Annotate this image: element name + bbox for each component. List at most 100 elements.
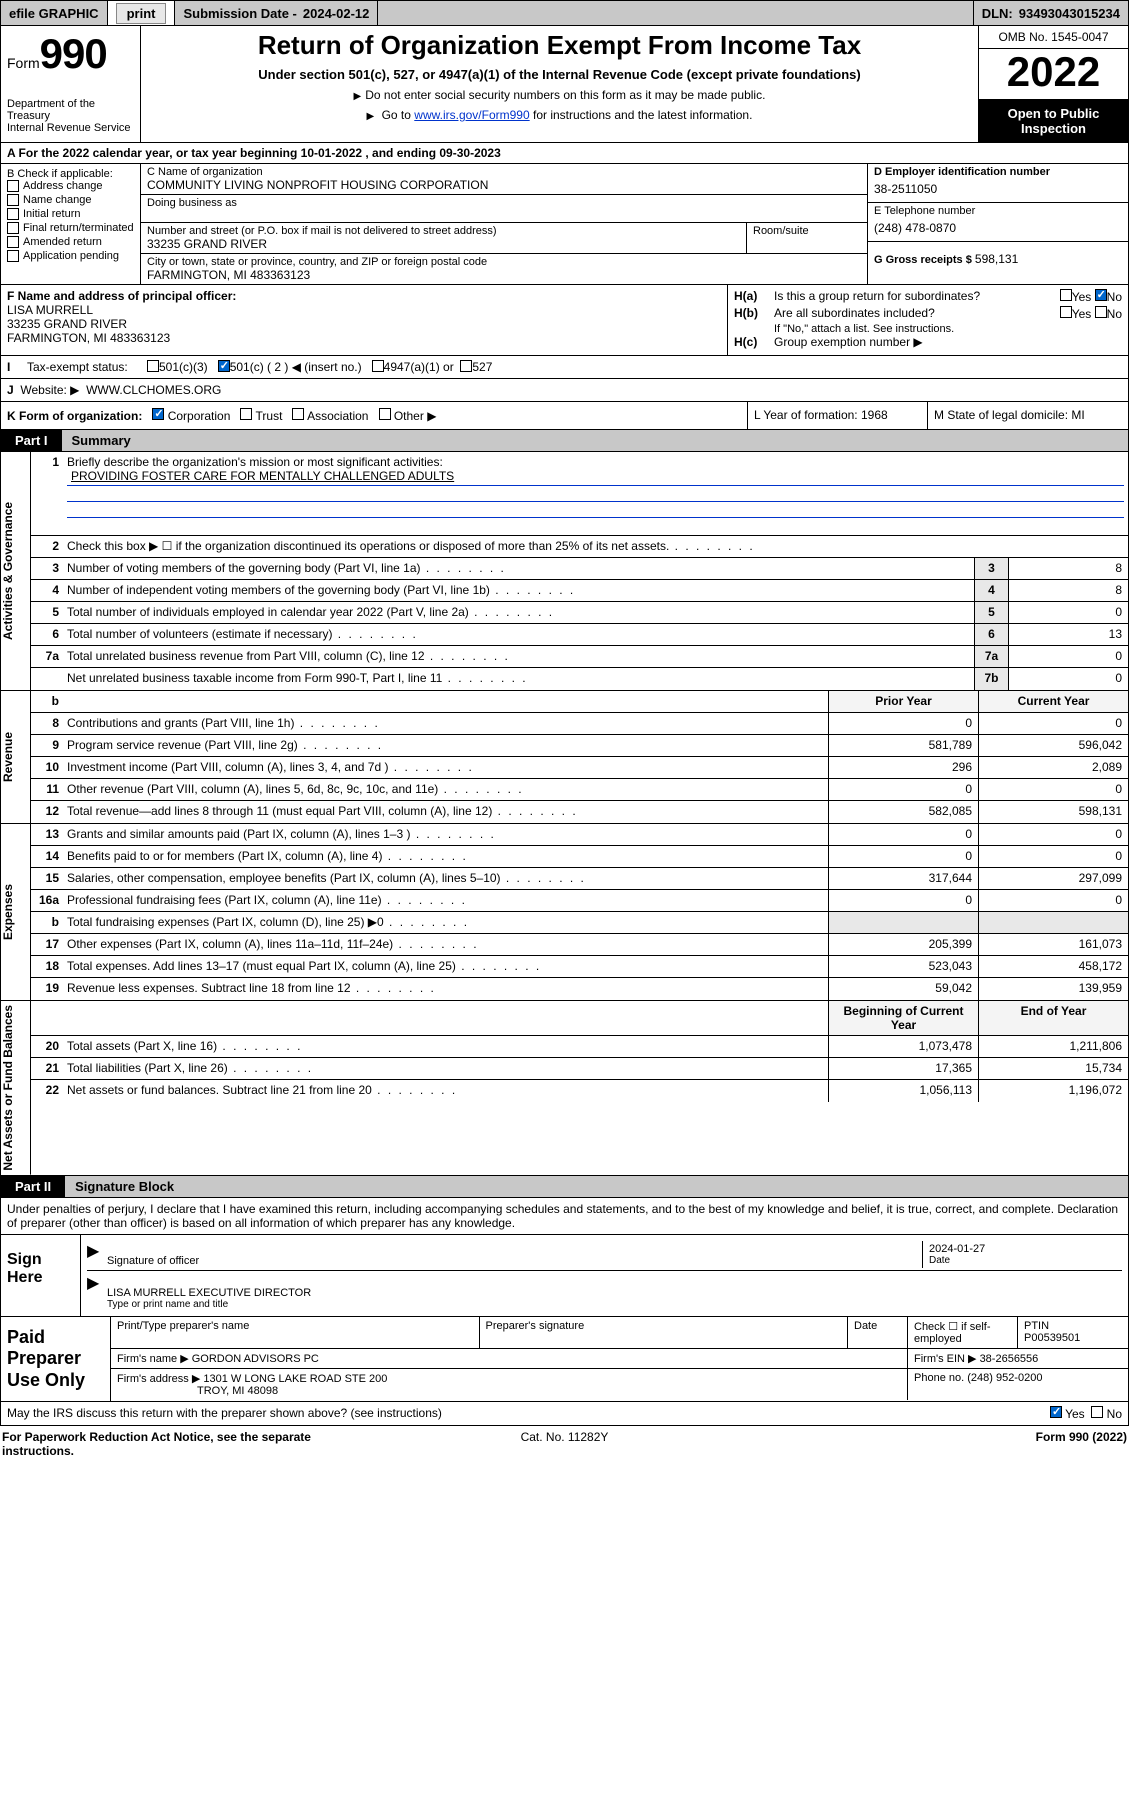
data-row: 18Total expenses. Add lines 13–17 (must … [31,956,1128,978]
firm-phone: (248) 952-0200 [967,1372,1042,1384]
data-row: 10Investment income (Part VIII, column (… [31,757,1128,779]
header-right: OMB No. 1545-0047 2022 Open to Public In… [978,26,1128,142]
gov-value: 0 [1008,668,1128,690]
expenses-block: Expenses 13Grants and similar amounts pa… [0,824,1129,1001]
chk-501c3[interactable] [147,360,159,372]
efile-label: efile GRAPHIC [1,1,108,25]
dba-label: Doing business as [147,197,861,209]
chk-name-change[interactable] [7,194,19,206]
chk-other[interactable] [379,408,391,420]
principal-officer: F Name and address of principal officer:… [1,285,728,355]
print-cell: print [108,1,176,25]
mayirs-no[interactable] [1091,1406,1103,1418]
ein: 38-2511050 [874,178,1122,200]
data-row: 20Total assets (Part X, line 16)1,073,47… [31,1036,1128,1058]
org-name-label: C Name of organization [147,166,861,178]
chk-address-change[interactable] [7,180,19,192]
perjury-statement: Under penalties of perjury, I declare th… [0,1198,1129,1235]
ein-label: D Employer identification number [874,166,1122,178]
hb-yes[interactable] [1060,306,1072,318]
prior-year: 0 [828,824,978,845]
info-grid: B Check if applicable: Address change Na… [0,164,1129,285]
gov-value: 0 [1008,602,1128,623]
current-year: 598,131 [978,801,1128,823]
page-footer: For Paperwork Reduction Act Notice, see … [0,1426,1129,1462]
chk-application-pending[interactable] [7,250,19,262]
room-label: Room/suite [747,223,867,253]
chk-trust[interactable] [240,408,252,420]
signature-officer: Signature of officer [107,1241,922,1268]
row-klm: K Form of organization: Corporation Trus… [0,402,1129,430]
tax-year: 2022 [979,49,1128,100]
gov-row: 2Check this box ▶ ☐ if the organization … [31,536,1128,558]
governance-block: Activities & Governance 1 Briefly descri… [0,452,1129,691]
data-row: 22Net assets or fund balances. Subtract … [31,1080,1128,1102]
omb-number: OMB No. 1545-0047 [979,26,1128,49]
group-return: H(a) Is this a group return for subordin… [728,285,1128,355]
spacer [378,1,973,25]
city-label: City or town, state or province, country… [147,256,861,268]
street-label: Number and street (or P.O. box if mail i… [147,225,740,237]
data-row: 17Other expenses (Part IX, column (A), l… [31,934,1128,956]
chk-final-return[interactable] [7,222,19,234]
current-year: 0 [978,779,1128,800]
phone: (248) 478-0870 [874,217,1122,239]
sign-here: Sign Here ▶ Signature of officer 2024-01… [0,1235,1129,1317]
gov-row: Net unrelated business taxable income fr… [31,668,1128,690]
firm-name: GORDON ADVISORS PC [192,1353,319,1365]
chk-amended[interactable] [7,236,19,248]
chk-initial-return[interactable] [7,208,19,220]
mayirs-yes[interactable] [1050,1406,1062,1418]
irs-link[interactable]: www.irs.gov/Form990 [414,108,529,122]
data-row: 19Revenue less expenses. Subtract line 1… [31,978,1128,1000]
current-year: 2,089 [978,757,1128,778]
rev-header: b Prior Year Current Year [31,691,1128,713]
phone-label: E Telephone number [874,205,1122,217]
chk-corporation[interactable] [152,408,164,420]
note-ssn: Do not enter social security numbers on … [149,88,970,102]
firm-address-1: 1301 W LONG LAKE ROAD STE 200 [203,1373,387,1385]
current-year: 1,211,806 [978,1036,1128,1057]
gov-row: 5Total number of individuals employed in… [31,602,1128,624]
print-button[interactable]: print [116,3,167,24]
col-d: D Employer identification number 38-2511… [868,164,1128,284]
data-row: 14Benefits paid to or for members (Part … [31,846,1128,868]
firm-ein: 38-2656556 [980,1353,1039,1365]
prior-year: 0 [828,890,978,911]
col-c: C Name of organization COMMUNITY LIVING … [141,164,868,284]
side-netassets: Net Assets or Fund Balances [1,1001,31,1175]
officer-name: LISA MURRELL EXECUTIVE DIRECTOR [107,1287,1122,1299]
firm-address-2: TROY, MI 48098 [117,1385,278,1397]
sign-arrow-icon-2: ▶ [87,1273,107,1310]
year-formation: L Year of formation: 1968 [748,402,928,429]
row-i: I Tax-exempt status: 501(c)(3) 501(c) ( … [0,356,1129,379]
current-year: 0 [978,846,1128,867]
gov-row: 6Total number of volunteers (estimate if… [31,624,1128,646]
row-fh: F Name and address of principal officer:… [0,285,1129,356]
dept-treasury: Department of the Treasury Internal Reve… [7,98,134,134]
chk-527[interactable] [460,360,472,372]
header-left: Form990 Department of the Treasury Inter… [1,26,141,142]
chk-association[interactable] [292,408,304,420]
col-b: B Check if applicable: Address change Na… [1,164,141,284]
chk-4947[interactable] [372,360,384,372]
ha-no[interactable] [1095,289,1107,301]
form-subtitle: Under section 501(c), 527, or 4947(a)(1)… [149,67,970,82]
chk-501c[interactable] [218,360,230,372]
prior-year: 296 [828,757,978,778]
prior-year: 0 [828,779,978,800]
prior-year: 59,042 [828,978,978,1000]
col-b-title: B Check if applicable: [7,168,134,180]
dln: DLN: 93493043015234 [974,1,1128,25]
prior-year: 582,085 [828,801,978,823]
ha-yes[interactable] [1060,289,1072,301]
side-revenue: Revenue [1,691,31,823]
hb-no[interactable] [1095,306,1107,318]
open-public: Open to Public Inspection [979,100,1128,142]
data-row: 15Salaries, other compensation, employee… [31,868,1128,890]
note-goto: Go to www.irs.gov/Form990 for instructio… [149,108,970,122]
current-year: 1,196,072 [978,1080,1128,1102]
current-year: 15,734 [978,1058,1128,1079]
form-of-org: K Form of organization: Corporation Trus… [1,402,748,429]
current-year: 0 [978,824,1128,845]
